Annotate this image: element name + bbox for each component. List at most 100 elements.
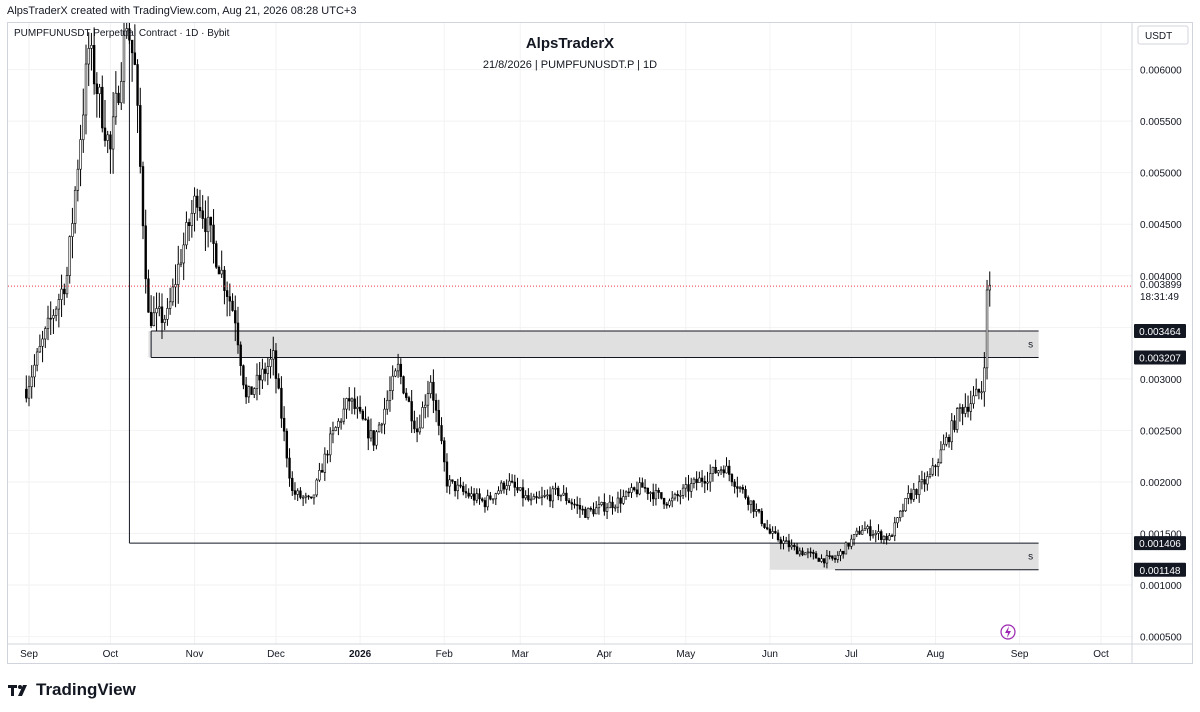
candle-body	[690, 483, 693, 492]
candle-body	[947, 436, 951, 443]
tradingview-footer[interactable]: TradingView	[8, 680, 136, 700]
candle-body	[323, 453, 327, 473]
candle-body	[584, 508, 587, 518]
candle-body	[491, 498, 495, 501]
candle-body	[592, 508, 595, 515]
candle-body	[722, 469, 725, 474]
chart-header: AlpsTraderX created with TradingView.com…	[0, 0, 1200, 22]
candle-body	[839, 550, 842, 556]
candle-body	[155, 308, 158, 314]
watermark-title: AlpsTraderX	[526, 35, 614, 52]
candle-body	[38, 345, 42, 353]
candle-body	[833, 558, 837, 560]
y-tick-label: 0.003000	[1140, 375, 1182, 386]
time-axis[interactable]: Sep Oct Nov Dec 2026 Feb Mar Apr May Jun Jul Aug Sep…	[8, 643, 1193, 660]
candle-body	[462, 485, 465, 492]
candle-body	[288, 457, 291, 479]
symbol-legend[interactable]: PUMPFUNUSDT Perpetual Contract · 1D · By…	[14, 28, 230, 39]
candle-body	[122, 30, 126, 82]
candle-body	[557, 487, 560, 497]
candle-body	[736, 486, 739, 489]
candle-body	[681, 487, 685, 496]
candle-body	[46, 317, 50, 329]
candle-body	[774, 531, 777, 534]
currency-label: USDT	[1145, 31, 1172, 42]
candle-body	[961, 407, 964, 414]
candle-body	[532, 496, 536, 500]
price-label-box	[1134, 562, 1186, 577]
flash-icon[interactable]	[1000, 624, 1016, 640]
candle-body	[459, 484, 462, 487]
supply-zone[interactable]	[148, 331, 1039, 358]
footer-brand: TradingView	[36, 680, 136, 699]
candle-body	[755, 509, 758, 512]
candle-body	[196, 195, 199, 208]
candle-body	[706, 481, 709, 484]
candle-body	[768, 528, 772, 534]
candle-body	[280, 387, 283, 419]
watermark-subtitle: 21/8/2026 | PUMPFUNUSDT.P | 1D	[483, 59, 657, 71]
candle-body	[250, 386, 253, 395]
candle-body	[54, 308, 58, 316]
y-tick-label: 0.002500	[1140, 426, 1182, 437]
candle-body	[760, 510, 763, 524]
candle-body	[668, 500, 671, 506]
candle-body	[190, 213, 194, 227]
candle-body	[885, 535, 888, 541]
candle-body	[228, 296, 232, 302]
candle-body	[331, 430, 335, 435]
candle-body	[198, 207, 202, 212]
candle-body	[928, 473, 932, 477]
candle-body	[554, 487, 557, 490]
candle-body	[443, 440, 446, 463]
candle-body	[177, 263, 180, 285]
candle-body	[101, 86, 104, 129]
candle-body	[372, 430, 375, 446]
candle-body	[407, 397, 411, 402]
candle-body	[812, 551, 815, 554]
header-text: AlpsTraderX created with TradingView.com…	[7, 5, 357, 17]
candle-body	[505, 485, 508, 490]
candle-body	[128, 28, 131, 41]
candle-body	[879, 531, 883, 540]
candle-body	[679, 495, 682, 497]
candle-body	[969, 403, 972, 412]
candle-body	[652, 492, 655, 500]
candle-body	[296, 490, 299, 495]
candle-body	[527, 495, 530, 501]
candle-body	[334, 427, 337, 431]
candle-body	[255, 374, 259, 389]
candle-body	[866, 526, 869, 530]
candle-body	[874, 533, 877, 536]
y-tick-label: 0.000500	[1140, 633, 1182, 644]
candle-body	[801, 550, 804, 556]
candle-body	[888, 535, 891, 541]
candle-body	[630, 487, 633, 493]
candle-body	[890, 535, 894, 537]
candle-body	[510, 480, 514, 483]
supply-zone[interactable]	[769, 543, 1039, 570]
candle-body	[671, 497, 674, 502]
candle-body	[206, 216, 210, 233]
candle-body	[877, 531, 880, 534]
chart-frame	[7, 22, 1193, 664]
candle-body	[388, 390, 392, 401]
candle-body	[57, 299, 61, 310]
candle-body	[988, 284, 991, 291]
candle-body	[695, 478, 698, 483]
candle-body	[793, 544, 796, 548]
candle-body	[166, 308, 169, 320]
candle-body	[453, 481, 457, 492]
candle-body	[63, 288, 66, 295]
currency-button[interactable]: USDT	[1137, 25, 1189, 45]
y-tick-label: 0.005500	[1140, 117, 1182, 128]
candle-countdown: 18:31:49	[1140, 292, 1179, 303]
candle-body	[445, 461, 449, 487]
candle-body	[432, 381, 435, 401]
candle-body	[567, 500, 571, 503]
candle-body	[622, 496, 625, 504]
candle-body	[817, 557, 820, 562]
candle-body	[548, 494, 552, 502]
candle-body	[285, 430, 289, 459]
